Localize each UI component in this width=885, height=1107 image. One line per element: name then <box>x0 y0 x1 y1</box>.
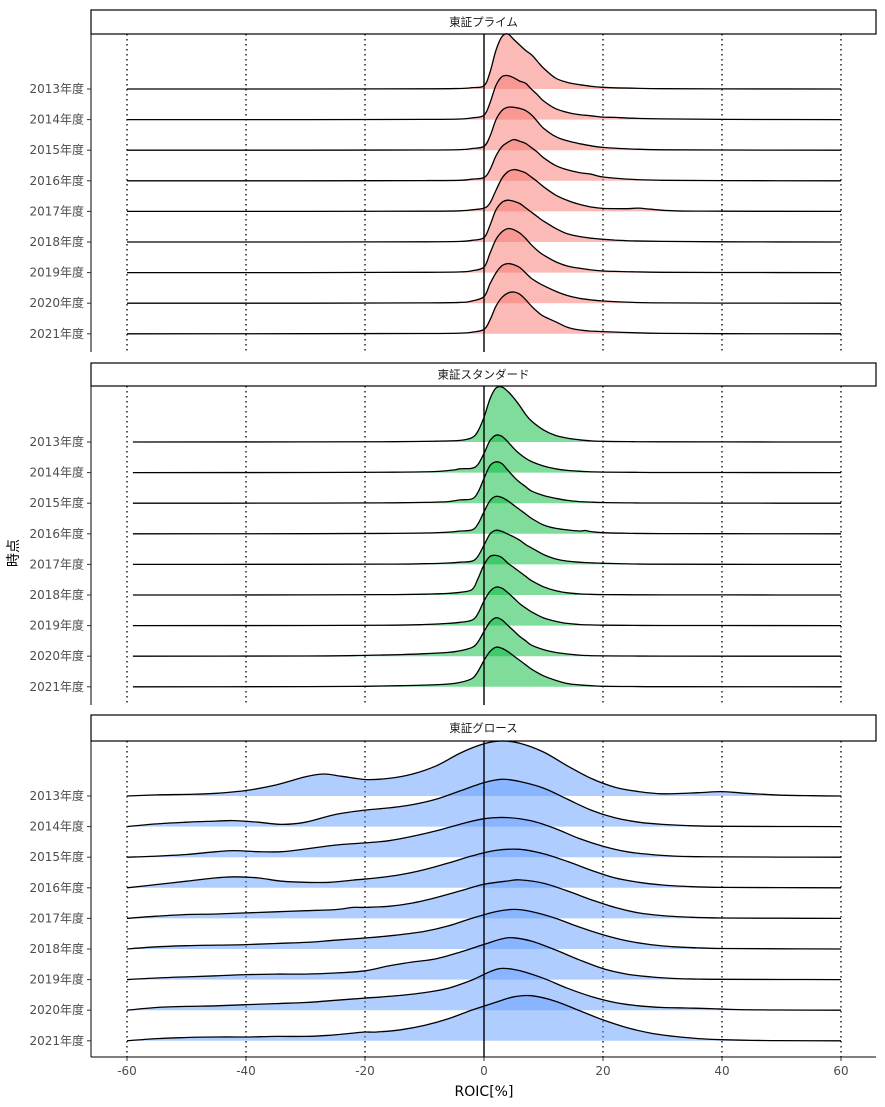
y-tick-label: 2020年度 <box>29 648 84 663</box>
y-tick-label: 2021年度 <box>29 679 84 694</box>
panel-title: 東証プライム <box>449 15 518 29</box>
y-tick-label: 2014年度 <box>29 819 84 834</box>
ridge-line <box>127 33 842 90</box>
ridge-line <box>132 616 842 657</box>
panel-title: 東証グロース <box>449 721 517 735</box>
ridge-line <box>126 967 842 1011</box>
ridge-line <box>126 816 842 858</box>
y-tick-label: 2021年度 <box>29 326 84 341</box>
y-tick-label: 2019年度 <box>29 972 84 987</box>
x-tick-label: 0 <box>480 1064 488 1078</box>
x-tick-label: 40 <box>714 1064 729 1078</box>
panel-strip <box>90 9 877 35</box>
y-tick-label: 2017年度 <box>29 203 84 218</box>
ridge-line <box>127 168 842 213</box>
panel-3: 東証グロース 2013年度 2014年度 2015年度 2016年度 2017年度 2018… <box>29 714 877 1057</box>
ridge-fill <box>132 555 841 595</box>
y-tick-label: 2020年度 <box>29 295 84 310</box>
ridge-line <box>126 778 842 828</box>
x-tick-label: 20 <box>595 1064 610 1078</box>
y-tick-label: 2013年度 <box>29 434 84 449</box>
ridge-line <box>126 848 842 889</box>
ridge-fill <box>132 617 841 657</box>
ridge-line <box>126 199 842 243</box>
y-tick-label: 2018年度 <box>29 234 84 249</box>
ridge-line <box>132 586 842 627</box>
ridge-line <box>132 385 842 443</box>
panel-strip <box>90 714 877 742</box>
y-tick-label: 2019年度 <box>29 618 84 633</box>
y-tick-label: 2016年度 <box>29 880 84 895</box>
x-tick-label: -20 <box>355 1064 375 1078</box>
panel-1: 東証プライム 2013年度 2014年度 2015年度 2016年度 2017年度 2018… <box>29 9 877 352</box>
panel-2: 東証スタンダード 2013年度 2014年度 2015年度 2016年度 2017年度 20… <box>29 362 877 705</box>
y-tick-label: 2017年度 <box>29 556 84 571</box>
x-axis: -60 -40 -20 0 20 40 60 <box>91 1056 876 1078</box>
ridge-line <box>126 879 842 920</box>
x-axis-title: ROIC[%] <box>455 1084 514 1100</box>
y-tick-label: 2015年度 <box>29 142 84 157</box>
ridge-line <box>132 434 842 474</box>
ridge-line <box>127 106 842 151</box>
x-tick-label: 60 <box>833 1064 848 1078</box>
ridge-line <box>126 994 842 1042</box>
ridge-line <box>127 74 842 121</box>
panels-layer: 東証プライム 2013年度 2014年度 2015年度 2016年度 2017年度 2018… <box>29 9 877 1057</box>
y-tick-label: 2013年度 <box>29 788 84 803</box>
y-tick-label: 2016年度 <box>29 173 84 188</box>
ridge-line <box>127 138 842 182</box>
ridge-fill <box>132 461 841 504</box>
ridge-line <box>132 646 842 688</box>
y-tick-label: 2017年度 <box>29 910 84 925</box>
y-tick-label: 2013年度 <box>29 81 84 96</box>
ridge-line <box>126 291 842 335</box>
ridge-line <box>127 227 842 274</box>
y-tick-label: 2021年度 <box>29 1033 84 1048</box>
y-tick-label: 2020年度 <box>29 1002 84 1017</box>
ridge-line <box>132 554 842 596</box>
ridge-fill <box>132 586 841 626</box>
ridge-fill <box>132 530 841 565</box>
y-tick-label: 2015年度 <box>29 849 84 864</box>
ridge-fill <box>132 434 841 473</box>
ridge-line <box>127 262 842 304</box>
y-tick-label: 2018年度 <box>29 941 84 956</box>
ridge-fill <box>132 496 841 534</box>
ridge-fill <box>132 647 841 687</box>
y-axis-title: 時点 <box>6 539 22 567</box>
y-tick-label: 2018年度 <box>29 587 84 602</box>
y-tick-label: 2019年度 <box>29 265 84 280</box>
y-tick-label: 2014年度 <box>29 465 84 480</box>
panel-title: 東証スタンダード <box>438 368 530 382</box>
ridge-line <box>132 495 842 535</box>
ridge-fill <box>132 386 841 442</box>
x-tick-label: -60 <box>117 1064 137 1078</box>
y-tick-label: 2014年度 <box>29 112 84 127</box>
x-tick-label: -40 <box>236 1064 256 1078</box>
ridge-line <box>132 461 842 504</box>
y-tick-label: 2016年度 <box>29 526 84 541</box>
ridge-line <box>132 529 842 566</box>
y-tick-label: 2015年度 <box>29 495 84 510</box>
